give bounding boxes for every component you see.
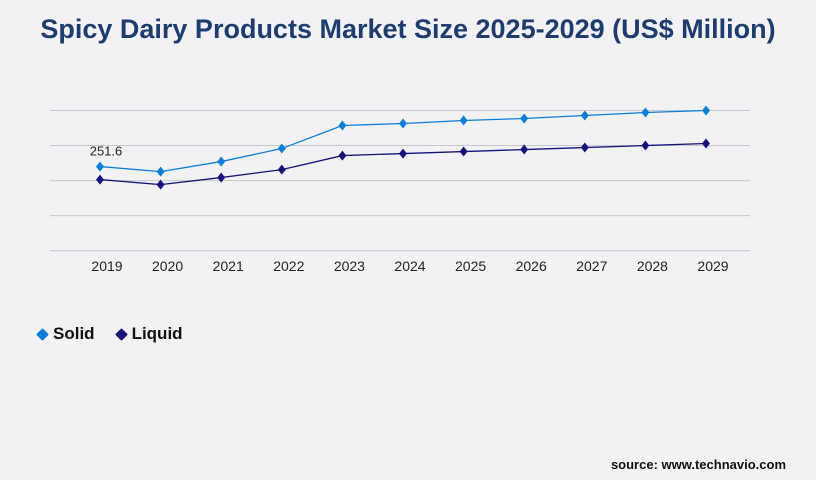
x-tick-label: 2020: [152, 258, 183, 274]
legend-item-liquid[interactable]: Liquid: [114, 324, 183, 344]
data-point-liquid: [520, 144, 529, 155]
data-point-liquid: [96, 174, 104, 185]
data-label: 251.6: [90, 144, 123, 159]
data-point-liquid: [338, 150, 347, 161]
x-tick-label: 2019: [91, 258, 122, 274]
x-tick-label: 2025: [455, 258, 486, 274]
data-point-liquid: [580, 142, 589, 153]
legend-label-liquid: Liquid: [131, 324, 183, 343]
source-credit: source: www.technavio.com: [610, 457, 786, 472]
legend: Solid Liquid: [36, 324, 183, 344]
data-point-solid: [217, 156, 226, 167]
x-tick-label: 2027: [576, 258, 607, 274]
data-point-solid: [520, 113, 529, 124]
data-point-liquid: [399, 148, 407, 159]
data-point-solid: [277, 143, 286, 154]
data-point-liquid: [217, 172, 226, 183]
solid-marker-icon: [36, 327, 49, 341]
x-tick-label: 2021: [213, 258, 244, 274]
chart-title: Spicy Dairy Products Market Size 2025-20…: [40, 14, 776, 44]
legend-item-solid[interactable]: Solid: [36, 324, 95, 344]
data-point-liquid: [459, 146, 468, 157]
x-tick-label: 2029: [697, 258, 728, 274]
data-point-solid: [580, 110, 589, 121]
x-tick-label: 2028: [637, 258, 668, 274]
x-tick-label: 2022: [273, 258, 304, 274]
data-point-liquid: [702, 138, 710, 149]
data-point-liquid: [641, 140, 650, 151]
x-tick-label: 2026: [516, 258, 547, 274]
legend-label-solid: Solid: [53, 324, 95, 343]
data-point-solid: [96, 161, 104, 172]
data-point-solid: [338, 120, 347, 131]
liquid-marker-icon: [114, 327, 128, 341]
x-tick-label: 2024: [394, 258, 425, 274]
data-point-solid: [641, 107, 650, 118]
data-point-liquid: [277, 164, 286, 175]
data-point-solid: [156, 166, 165, 177]
data-point-solid: [399, 118, 407, 129]
line-chart: 2019 2020 2021 2022 2023 2024 2025 2026 2027 2028…: [50, 105, 750, 274]
x-tick-label: 2023: [334, 258, 365, 274]
data-point-solid: [459, 115, 468, 126]
data-point-solid: [702, 105, 710, 116]
data-point-liquid: [156, 179, 165, 190]
